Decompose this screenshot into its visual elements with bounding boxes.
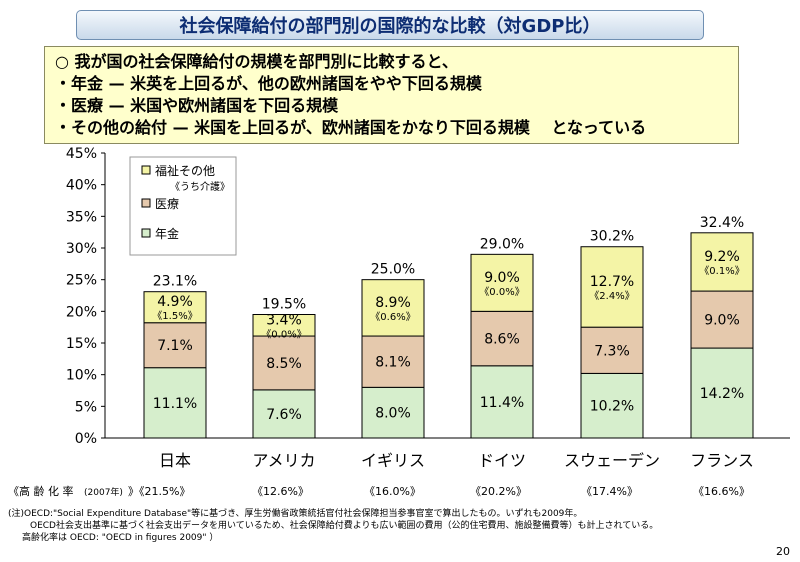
category-label: スウェーデン xyxy=(564,451,660,470)
data-label: 4.9% xyxy=(157,294,193,310)
aging-rate-value: 》《21.5%》 xyxy=(128,485,191,498)
total-label: 29.0% xyxy=(480,236,524,252)
y-tick-label: 30% xyxy=(66,241,97,257)
category-label: ドイツ xyxy=(478,451,526,470)
category-label: イギリス xyxy=(361,451,425,470)
bar-segment xyxy=(361,386,425,439)
data-label: 14.2% xyxy=(700,386,744,402)
y-tick-label: 15% xyxy=(66,336,97,352)
legend-swatch xyxy=(141,165,151,175)
bar-segment xyxy=(580,372,644,439)
bar-segment xyxy=(690,347,754,439)
data-label: 7.6% xyxy=(266,407,302,423)
y-tick-label: 5% xyxy=(75,399,97,415)
data-label: 7.1% xyxy=(157,338,193,354)
kaigo-label: 《0.0%》 xyxy=(479,286,524,298)
data-label: 10.2% xyxy=(590,399,634,415)
y-tick-label: 45% xyxy=(66,146,97,162)
data-label: 8.0% xyxy=(375,406,411,422)
legend-swatch xyxy=(141,228,151,238)
data-label: 3.4% xyxy=(266,312,302,328)
bar-segment xyxy=(361,279,425,337)
aging-rate-label: 《高 齢 化 率 xyxy=(8,485,74,498)
y-tick-label: 10% xyxy=(66,368,97,384)
aging-rate-value: 《20.2%》 xyxy=(470,485,527,498)
total-label: 23.1% xyxy=(153,274,197,290)
page-number: 20 xyxy=(776,545,790,558)
kaigo-label: 《2.4%》 xyxy=(589,290,634,302)
aging-rate-value: 《17.4%》 xyxy=(581,485,638,498)
y-tick-label: 0% xyxy=(75,431,97,447)
data-label: 12.7% xyxy=(590,274,634,290)
total-label: 32.4% xyxy=(700,215,744,231)
bar-segment xyxy=(470,310,534,367)
footnote-line: (注)OECD:"Social Expenditure Database"等に基… xyxy=(8,509,583,519)
summary-line: ・その他の給付 — 米国を上回るが、欧州諸国をかなり下回る規模 となっている xyxy=(55,118,647,137)
summary-line: ・医療 — 米国や欧州諸国を下回る規模 xyxy=(55,96,339,115)
data-label: 8.9% xyxy=(375,295,411,311)
kaigo-label: 《1.5%》 xyxy=(152,310,197,322)
legend-label: 福祉その他 xyxy=(155,163,215,178)
bar-segment xyxy=(690,290,754,349)
kaigo-label: 《0.1%》 xyxy=(699,265,744,277)
aging-rate-value: 《16.0%》 xyxy=(364,485,421,498)
data-label: 8.5% xyxy=(266,356,302,372)
total-label: 25.0% xyxy=(371,262,415,278)
data-label: 9.2% xyxy=(704,249,740,265)
category-label: 日本 xyxy=(159,451,191,470)
bar-segment xyxy=(143,367,207,439)
data-label: 11.4% xyxy=(480,395,524,411)
footnote-line: OECD社会支出基準に基づく社会支出データを用いているため、社会保障給付費よりも… xyxy=(30,521,659,531)
bar-segment xyxy=(470,365,534,439)
bar-segment xyxy=(690,232,754,292)
summary-box: ○ 我が国の社会保障給付の規模を部門別に比較すると、 ・年金 — 米英を上回るが… xyxy=(44,46,739,144)
category-label: フランス xyxy=(690,451,754,470)
aging-rate-year: (2007年) xyxy=(84,488,123,498)
aging-rate-row: 《高 齢 化 率 (2007年) 》《21.5%》 《12.6%》 《16.0%… xyxy=(0,483,800,501)
legend-label: 医療 xyxy=(155,197,179,211)
total-label: 19.5% xyxy=(262,297,306,313)
kaigo-label: 《0.6%》 xyxy=(370,311,415,323)
stacked-bar-chart: 0% 5% 10% 15% 20% 25% 30% 35% 40% 45% 11.1% 7.1% 4.9… xyxy=(66,146,790,470)
data-label: 8.6% xyxy=(484,332,520,348)
data-label: 7.3% xyxy=(594,343,630,359)
y-tick-label: 40% xyxy=(66,178,97,194)
total-label: 30.2% xyxy=(590,229,634,245)
y-tick-label: 35% xyxy=(66,209,97,225)
aging-rate-value: 《16.6%》 xyxy=(693,485,750,498)
summary-line: ○ 我が国の社会保障給付の規模を部門別に比較すると、 xyxy=(55,52,458,71)
bar-segment xyxy=(580,326,644,374)
y-tick-label: 20% xyxy=(66,304,97,320)
legend-kaigo-note: 《うち介護》 xyxy=(170,180,230,193)
page-title: 社会保障給付の部門別の国際的な比較（対GDP比） xyxy=(76,10,704,40)
bar-segment xyxy=(580,246,644,328)
data-label: 9.0% xyxy=(704,313,740,329)
aging-rate-value: 《12.6%》 xyxy=(252,485,309,498)
legend-swatch xyxy=(141,198,151,208)
data-label: 11.1% xyxy=(153,396,197,412)
legend-label: 年金 xyxy=(155,226,179,241)
bar-segment xyxy=(252,335,316,391)
bar-segment xyxy=(470,253,534,312)
summary-line: ・年金 — 米英を上回るが、他の欧州諸国をやや下回る規模 xyxy=(55,74,482,93)
footnote-line: 高齢化率は OECD: "OECD in figures 2009" ） xyxy=(22,533,219,543)
data-label: 8.1% xyxy=(375,355,411,371)
y-tick-label: 25% xyxy=(66,273,97,289)
category-label: アメリカ xyxy=(252,451,315,470)
footnote: (注)OECD:"Social Expenditure Database"等に基… xyxy=(8,508,658,544)
bar-segment xyxy=(143,291,207,324)
bar-segment xyxy=(252,314,316,337)
data-label: 9.0% xyxy=(484,270,520,286)
kaigo-label: 《0.0%》 xyxy=(261,328,306,340)
